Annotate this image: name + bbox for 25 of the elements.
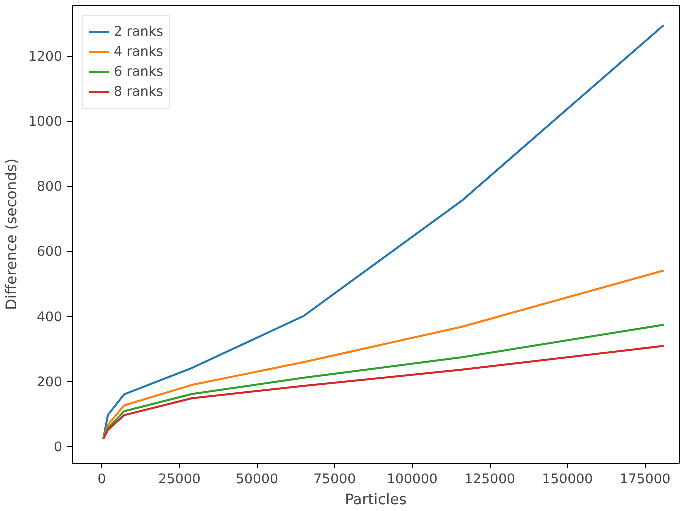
y-tick-label: 800 [37, 180, 63, 196]
legend-label: 8 ranks [114, 84, 164, 100]
y-tick-label: 1000 [28, 115, 63, 130]
x-tick-label: 175000 [620, 472, 671, 488]
y-tick-label: 400 [37, 310, 63, 326]
legend-label: 4 ranks [114, 44, 164, 60]
x-tick-label: 100000 [387, 472, 438, 488]
line-series [102, 324, 665, 440]
legend-label: 2 ranks [114, 24, 164, 40]
line-series [102, 345, 665, 440]
x-tick-label: 125000 [464, 472, 516, 488]
x-tick-label: 150000 [542, 472, 594, 488]
y-tick-label: 200 [37, 375, 63, 390]
y-axis-title: Difference (seconds) [4, 158, 21, 310]
y-tick-label: 600 [37, 245, 63, 260]
y-tick-label: 0 [54, 440, 63, 456]
x-tick-label: 0 [98, 472, 106, 488]
y-tick-label: 1200 [28, 50, 63, 66]
legend-label: 6 ranks [114, 64, 164, 80]
x-tick-label: 25000 [158, 472, 201, 488]
x-axis-title: Particles [345, 492, 407, 508]
x-tick-label: 75000 [314, 472, 356, 488]
x-tick-label: 50000 [236, 472, 278, 488]
line-series [102, 270, 665, 440]
line-series [102, 24, 665, 440]
